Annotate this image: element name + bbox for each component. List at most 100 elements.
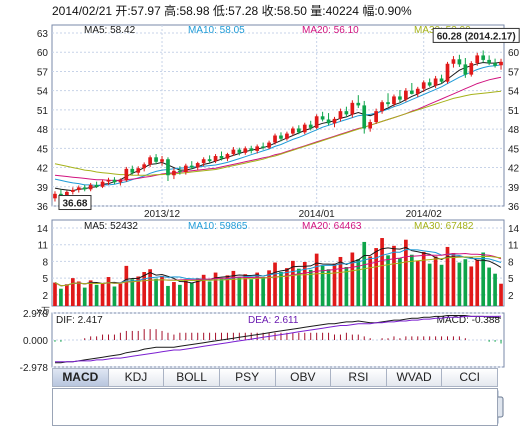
- volume-bar: [195, 278, 200, 306]
- volume-bar: [136, 276, 141, 306]
- price-ma-legend: MA5: 58.42: [84, 25, 136, 36]
- volume-tick-right: 11: [508, 241, 519, 252]
- volume-bar: [344, 267, 349, 306]
- candle-body: [65, 191, 69, 196]
- tab-rsi[interactable]: RSI: [331, 369, 387, 386]
- volume-bar: [243, 274, 248, 306]
- candle-body: [249, 148, 254, 151]
- tab-boll[interactable]: BOLL: [164, 369, 220, 386]
- candle-body: [154, 157, 158, 162]
- volume-bar: [469, 266, 474, 306]
- price-tick-left: 54: [37, 87, 49, 98]
- macd-tick: -2.978: [20, 363, 49, 374]
- candle-body: [148, 157, 152, 165]
- x-axis-label: 2014/01: [299, 209, 336, 220]
- volume-bar: [499, 283, 503, 306]
- volume-bar: [237, 277, 242, 306]
- candle-body: [142, 164, 147, 169]
- price-tick-right: 36: [508, 202, 520, 213]
- price-tick-right: 54: [508, 87, 520, 98]
- volume-bar: [59, 288, 63, 306]
- range-navigator[interactable]: [52, 388, 498, 426]
- candle-body: [94, 184, 99, 187]
- volume-bar: [362, 241, 367, 306]
- volume-bar: [273, 262, 277, 306]
- tab-psy[interactable]: PSY: [220, 369, 276, 386]
- candle-body: [433, 78, 438, 86]
- volume-bar: [314, 253, 319, 306]
- volume-bar: [70, 278, 75, 306]
- candle-body: [118, 180, 123, 183]
- candle-body: [291, 128, 295, 134]
- candle-body: [112, 179, 117, 183]
- volume-bar: [445, 246, 450, 306]
- volume-bar: [249, 279, 254, 306]
- max-callout-box: [432, 27, 520, 43]
- candle-body: [326, 119, 331, 124]
- macd-dif-label: DIF: 2.417: [56, 315, 103, 326]
- price-tick-right: 48: [508, 125, 520, 136]
- volume-bar: [88, 280, 93, 306]
- x-axis-label: 2013/12: [144, 209, 181, 220]
- volume-bar: [457, 262, 462, 306]
- macd-dif-line: [55, 315, 502, 364]
- price-tick-left: 57: [37, 67, 49, 78]
- volume-bar: [130, 279, 135, 306]
- price-tick-left: 42: [37, 164, 49, 175]
- candle-body: [386, 102, 390, 105]
- volume-bar: [421, 251, 426, 306]
- price-tick-left: 48: [37, 125, 49, 136]
- volume-ma-line: [54, 248, 502, 287]
- volume-bar: [439, 264, 444, 306]
- tab-kdj[interactable]: KDJ: [109, 369, 165, 386]
- volume-bar: [409, 254, 414, 306]
- candle-body: [374, 111, 378, 123]
- candle-body: [409, 90, 414, 94]
- volume-bar: [326, 269, 331, 306]
- volume-bar: [53, 282, 57, 306]
- candle-body: [493, 63, 497, 66]
- candle-body: [130, 168, 135, 173]
- volume-bar: [398, 258, 402, 306]
- price-tick-left: 45: [37, 144, 49, 155]
- volume-bar: [154, 278, 158, 306]
- candle-body: [320, 116, 325, 120]
- volume-bar: [404, 239, 408, 306]
- tab-macd[interactable]: MACD: [53, 369, 109, 386]
- candle-body: [392, 96, 396, 105]
- volume-bar: [183, 279, 188, 306]
- candle-body: [106, 179, 111, 182]
- volume-bar: [118, 283, 123, 306]
- indicator-tabs: MACD KDJ BOLL PSY OBV RSI WVAD CCI: [52, 368, 498, 387]
- candle-body: [255, 146, 260, 151]
- tab-wvad[interactable]: WVAD: [387, 369, 443, 386]
- candle-body: [350, 102, 355, 115]
- max-callout: 60.28 (2014.2.17): [437, 31, 516, 42]
- candle-body: [100, 181, 105, 187]
- volume-bar: [112, 286, 117, 306]
- price-tick-right: 39: [508, 183, 520, 194]
- volume-bar: [433, 256, 438, 306]
- price-ma-legend: MA10: 58.05: [188, 25, 245, 36]
- volume-bar: [374, 248, 378, 306]
- candle-body: [172, 170, 176, 176]
- volume-bar: [124, 265, 129, 306]
- macd-dea-line: [55, 315, 502, 363]
- volume-tick-left: 5: [42, 274, 48, 285]
- candle-body: [445, 63, 450, 82]
- candle-body: [463, 64, 468, 75]
- volume-bar: [267, 270, 271, 306]
- volume-bar: [451, 253, 456, 306]
- price-tick-right: 42: [508, 164, 520, 175]
- volume-bar: [338, 256, 343, 306]
- volume-ma-line: [54, 255, 502, 287]
- volume-bar: [213, 272, 218, 306]
- volume-bar: [380, 238, 384, 306]
- tab-obv[interactable]: OBV: [276, 369, 332, 386]
- candle-body: [344, 111, 349, 115]
- volume-bar: [320, 265, 325, 306]
- tab-cci[interactable]: CCI: [459, 370, 481, 384]
- volume-bar: [148, 269, 152, 306]
- candle-body: [82, 187, 87, 190]
